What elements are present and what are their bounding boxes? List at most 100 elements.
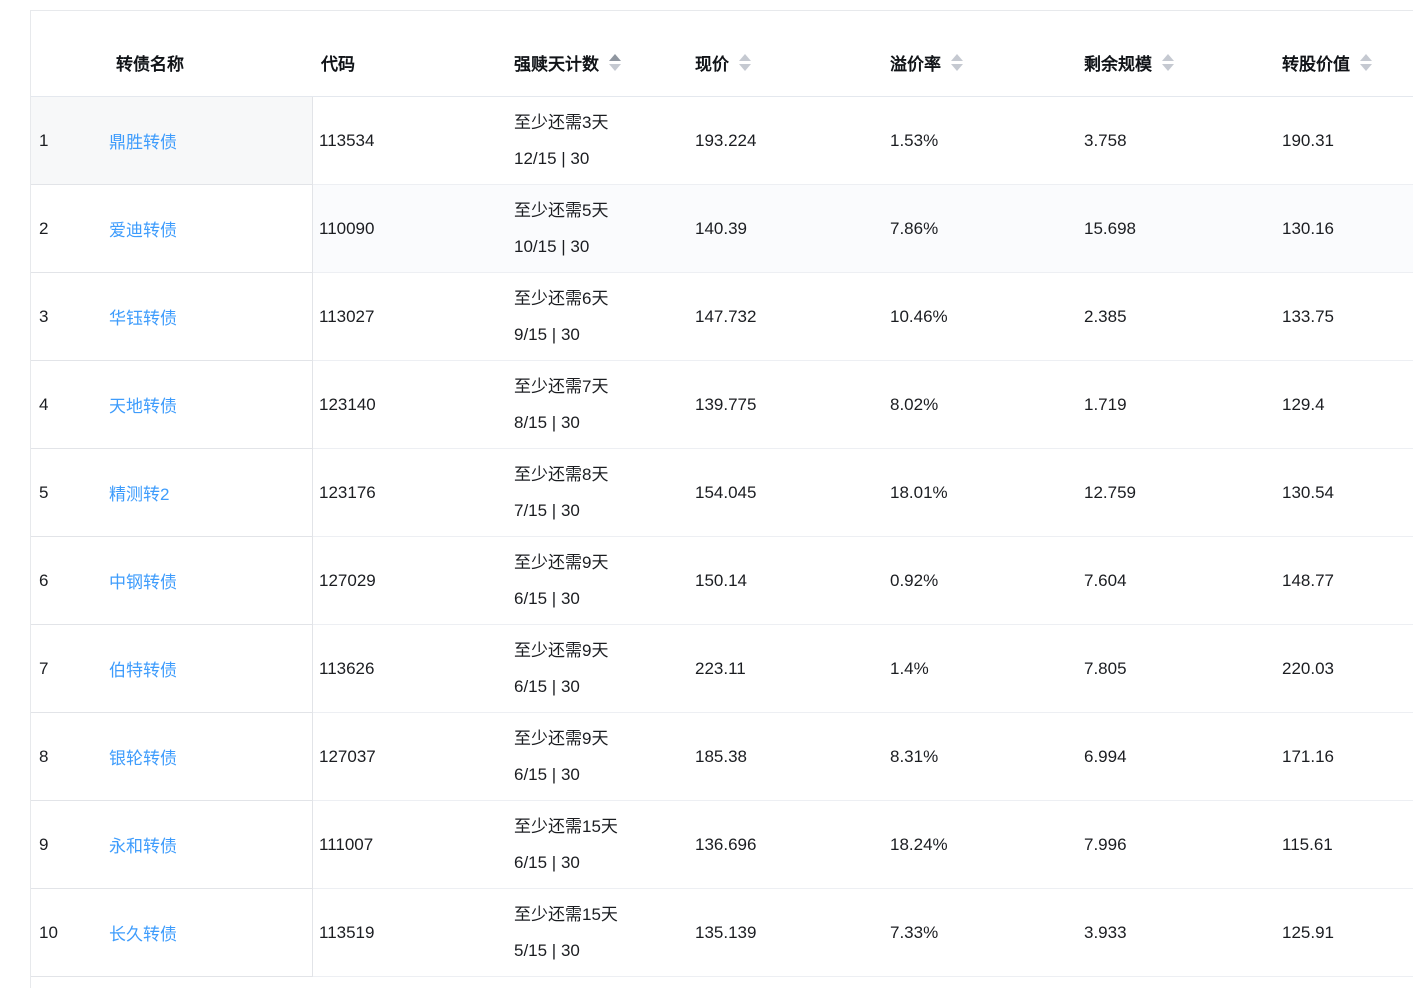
column-title-remaining-size: 剩余规模 (1084, 55, 1152, 74)
table-header-row: 转债名称 代码 强赎天计数 现价 溢价率 剩余规模 转股价值 (31, 11, 1413, 97)
bond-name-link[interactable]: 永和转债 (109, 837, 177, 856)
redemption-day-count: 12/15 | 30 (514, 148, 590, 168)
premium-rate: 18.01% (890, 482, 948, 502)
remaining-size: 3.933 (1084, 922, 1127, 942)
bond-code: 113519 (319, 922, 375, 942)
sort-icon[interactable] (739, 54, 751, 71)
column-title-bond-name: 转债名称 (116, 55, 184, 74)
premium-rate: 8.02% (890, 394, 939, 414)
header-cell-conversion-value[interactable]: 转股价值 (1271, 11, 1413, 96)
caret-up-icon (1360, 54, 1372, 61)
bond-code: 113027 (319, 306, 375, 326)
header-cell-index (31, 11, 96, 96)
redemption-day-count: 8/15 | 30 (514, 412, 580, 432)
remaining-size: 1.719 (1084, 394, 1127, 414)
header-cell-current-price[interactable]: 现价 (681, 11, 881, 96)
bond-name-link[interactable]: 鼎胜转债 (109, 133, 177, 152)
caret-up-icon (609, 54, 621, 61)
conversion-value: 115.61 (1282, 834, 1333, 854)
premium-rate: 8.31% (890, 746, 939, 766)
premium-rate: 1.53% (890, 130, 939, 150)
remaining-size: 15.698 (1084, 218, 1136, 238)
table-row: 9 永和转债 111007 至少还需15天 6/15 | 30 136.696 … (31, 801, 1413, 889)
column-title-current-price: 现价 (695, 55, 729, 74)
redemption-days-remaining: 至少还需5天 (514, 200, 609, 220)
remaining-size: 7.805 (1084, 658, 1127, 678)
conversion-value: 171.16 (1282, 746, 1334, 766)
header-cell-redemption-days[interactable]: 强赎天计数 (498, 11, 681, 96)
caret-down-icon (609, 64, 621, 71)
row-index: 10 (39, 922, 58, 942)
table-row: 6 中钢转债 127029 至少还需9天 6/15 | 30 150.14 0.… (31, 537, 1413, 625)
bond-code: 123140 (319, 394, 376, 414)
bond-code: 110090 (319, 218, 375, 238)
bond-name-link[interactable]: 天地转债 (109, 397, 177, 416)
bond-name-link[interactable]: 爱迪转债 (109, 221, 177, 240)
current-price: 150.14 (695, 570, 747, 590)
caret-down-icon (739, 64, 751, 71)
conversion-value: 130.16 (1282, 218, 1334, 238)
conversion-value: 220.03 (1282, 658, 1334, 678)
redemption-days-remaining: 至少还需9天 (514, 640, 609, 660)
conversion-value: 125.91 (1282, 922, 1334, 942)
conversion-value: 130.54 (1282, 482, 1334, 502)
sort-icon[interactable] (609, 54, 621, 71)
redemption-days-remaining: 至少还需15天 (514, 816, 618, 836)
table-row: 2 爱迪转债 110090 至少还需5天 10/15 | 30 140.39 7… (31, 185, 1413, 273)
current-price: 140.39 (695, 218, 747, 238)
redemption-days-remaining: 至少还需9天 (514, 552, 609, 572)
table-row: 7 伯特转债 113626 至少还需9天 6/15 | 30 223.11 1.… (31, 625, 1413, 713)
column-title-redemption-days: 强赎天计数 (514, 55, 599, 74)
row-index: 4 (39, 394, 49, 414)
current-price: 136.696 (695, 834, 757, 854)
conversion-value: 190.31 (1282, 130, 1334, 150)
header-cell-bond-name: 转债名称 (96, 11, 313, 96)
current-price: 135.139 (695, 922, 757, 942)
bond-name-link[interactable]: 精测转2 (109, 485, 170, 504)
redemption-day-count: 5/15 | 30 (514, 940, 580, 960)
sort-icon[interactable] (1360, 54, 1372, 71)
remaining-size: 7.604 (1084, 570, 1127, 590)
caret-up-icon (951, 54, 963, 61)
premium-rate: 18.24% (890, 834, 948, 854)
table-row: 4 天地转债 123140 至少还需7天 8/15 | 30 139.775 8… (31, 361, 1413, 449)
table-row: 8 银轮转债 127037 至少还需9天 6/15 | 30 185.38 8.… (31, 713, 1413, 801)
bond-name-link[interactable]: 银轮转债 (109, 749, 177, 768)
table-row: 3 华钰转债 113027 至少还需6天 9/15 | 30 147.732 1… (31, 273, 1413, 361)
remaining-size: 12.759 (1084, 482, 1136, 502)
remaining-size: 7.996 (1084, 834, 1127, 854)
bond-code: 127029 (319, 570, 376, 590)
row-index: 7 (39, 658, 49, 678)
caret-down-icon (1162, 64, 1174, 71)
remaining-size: 2.385 (1084, 306, 1127, 326)
current-price: 193.224 (695, 130, 757, 150)
bond-name-link[interactable]: 中钢转债 (109, 573, 177, 592)
redemption-day-count: 7/15 | 30 (514, 500, 580, 520)
header-cell-premium-rate[interactable]: 溢价率 (881, 11, 1076, 96)
bond-code: 111007 (319, 834, 374, 854)
current-price: 139.775 (695, 394, 757, 414)
row-index: 8 (39, 746, 49, 766)
redemption-days-remaining: 至少还需15天 (514, 904, 618, 924)
bond-code: 127037 (319, 746, 376, 766)
bond-name-link[interactable]: 华钰转债 (109, 309, 177, 328)
header-cell-remaining-size[interactable]: 剩余规模 (1076, 11, 1271, 96)
conversion-value: 129.4 (1282, 394, 1325, 414)
current-price: 154.045 (695, 482, 757, 502)
bond-name-link[interactable]: 长久转债 (109, 925, 177, 944)
table-body: 1 鼎胜转债 113534 至少还需3天 12/15 | 30 193.224 … (31, 97, 1413, 977)
row-index: 2 (39, 218, 49, 238)
bond-name-link[interactable]: 伯特转债 (109, 661, 177, 680)
premium-rate: 7.86% (890, 218, 939, 238)
caret-down-icon (951, 64, 963, 71)
sort-icon[interactable] (1162, 54, 1174, 71)
row-index: 1 (39, 130, 49, 150)
redemption-day-count: 6/15 | 30 (514, 676, 580, 696)
redemption-days-remaining: 至少还需3天 (514, 112, 609, 132)
column-title-premium-rate: 溢价率 (890, 55, 941, 74)
caret-up-icon (739, 54, 751, 61)
column-title-conversion-value: 转股价值 (1282, 55, 1350, 74)
current-price: 223.11 (695, 658, 746, 678)
sort-icon[interactable] (951, 54, 963, 71)
